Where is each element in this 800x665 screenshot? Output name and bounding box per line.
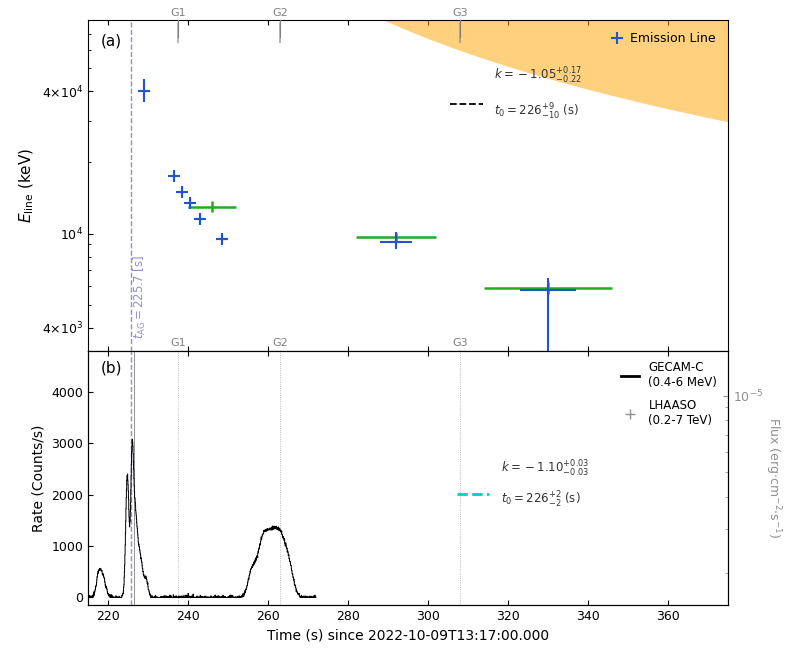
Y-axis label: $E_{\rm line}$ (keV): $E_{\rm line}$ (keV) — [18, 148, 36, 223]
Text: G1: G1 — [170, 338, 186, 348]
Text: G3: G3 — [452, 8, 468, 18]
Text: $t_{\rm AG} = 225.7$ [s]: $t_{\rm AG} = 225.7$ [s] — [132, 255, 148, 338]
Text: $t_0 = 226^{+2}_{-2}$ (s): $t_0 = 226^{+2}_{-2}$ (s) — [501, 489, 581, 509]
Legend: Emission Line: Emission Line — [606, 27, 721, 51]
Y-axis label: Rate (Counts/s): Rate (Counts/s) — [32, 424, 46, 531]
Text: (a): (a) — [101, 33, 122, 48]
Text: $k = -1.05^{+0.17}_{-0.22}$: $k = -1.05^{+0.17}_{-0.22}$ — [494, 66, 583, 86]
Text: $t_0 = 226^{+9}_{-10}$ (s): $t_0 = 226^{+9}_{-10}$ (s) — [494, 102, 579, 122]
Text: G2: G2 — [272, 8, 288, 18]
Y-axis label: Flux (erg$\cdot$cm$^{-2}$$\cdot$s$^{-1}$): Flux (erg$\cdot$cm$^{-2}$$\cdot$s$^{-1}$… — [763, 417, 782, 539]
Text: G1: G1 — [170, 8, 186, 18]
Legend: GECAM-C
(0.4-6 MeV), LHAASO
(0.2-7 TeV): GECAM-C (0.4-6 MeV), LHAASO (0.2-7 TeV) — [617, 356, 722, 432]
Text: (b): (b) — [101, 361, 122, 376]
Text: G3: G3 — [452, 338, 468, 348]
Text: $k = -1.10^{+0.03}_{-0.03}$: $k = -1.10^{+0.03}_{-0.03}$ — [501, 459, 590, 479]
X-axis label: Time (s) since 2022-10-09T13:17:00.000: Time (s) since 2022-10-09T13:17:00.000 — [267, 628, 549, 642]
Text: G2: G2 — [272, 338, 288, 348]
